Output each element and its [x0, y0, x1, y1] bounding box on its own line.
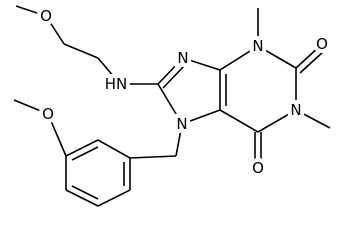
atom-label: O: [42, 105, 54, 123]
atom-label: O: [316, 35, 328, 53]
atom-label: N: [176, 115, 187, 133]
atom-label: O: [40, 7, 52, 25]
bonds: [13, 5, 331, 207]
atom-label: O: [252, 159, 264, 177]
atom-label: N: [177, 49, 188, 67]
atom-label: N: [252, 37, 263, 55]
atom-label: N: [290, 101, 301, 119]
structure: O HN N N N N O O O: [13, 5, 331, 207]
atom-label: HN: [105, 75, 128, 93]
